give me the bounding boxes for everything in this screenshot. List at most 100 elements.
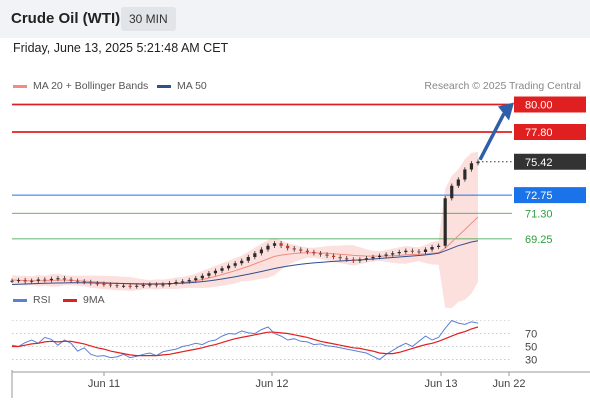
candle-body bbox=[358, 259, 362, 261]
credit-text: Research © 2025 Trading Central bbox=[424, 80, 581, 92]
candle-body bbox=[397, 252, 401, 254]
legend-9ma: 9MA bbox=[63, 294, 105, 306]
candle-body bbox=[161, 284, 165, 286]
level-label-71.30: 71.30 bbox=[525, 208, 553, 220]
candle-body bbox=[128, 285, 132, 287]
candle-body bbox=[371, 257, 375, 259]
timeframe-button[interactable]: 30 MIN bbox=[121, 7, 176, 31]
level-label-80.00: 80.00 bbox=[525, 100, 553, 112]
candle-body bbox=[404, 250, 408, 252]
candle-body bbox=[279, 243, 283, 246]
level-label-72.75: 72.75 bbox=[525, 190, 553, 202]
candle-body bbox=[338, 257, 342, 259]
candle-body bbox=[43, 279, 47, 281]
rsi-tick-70: 70 bbox=[525, 329, 537, 341]
candle-body bbox=[174, 282, 178, 284]
x-tick-label: Jun 11 bbox=[88, 378, 120, 390]
instrument-title: Crude Oil (WTI) bbox=[11, 10, 121, 27]
candle-body bbox=[16, 280, 21, 282]
candle-body bbox=[226, 265, 231, 269]
legend-9ma-label: 9MA bbox=[83, 294, 105, 306]
legend-ma50: MA 50 bbox=[157, 80, 207, 92]
candle-body bbox=[423, 249, 428, 252]
candle-body bbox=[443, 198, 447, 246]
candle-body bbox=[299, 249, 303, 251]
candle-body bbox=[220, 268, 224, 271]
candle-body bbox=[121, 285, 126, 287]
projection-arrow-head bbox=[498, 102, 514, 121]
candle-body bbox=[246, 257, 250, 261]
legend-rsi-label: RSI bbox=[33, 294, 51, 306]
ma20-line bbox=[12, 216, 479, 285]
candle-body bbox=[233, 263, 237, 266]
candle-body bbox=[476, 161, 480, 164]
level-tag-75.42 bbox=[514, 153, 586, 170]
candle-body bbox=[325, 254, 329, 256]
candle-body bbox=[463, 169, 467, 180]
candle-body bbox=[417, 251, 421, 253]
level-tag-80.00 bbox=[514, 96, 586, 113]
candle-body bbox=[305, 250, 309, 252]
rsi-tick-50: 50 bbox=[525, 342, 537, 354]
candle-body bbox=[115, 285, 119, 287]
candle-body bbox=[286, 245, 290, 249]
candle-body bbox=[56, 278, 60, 280]
legend-ma20-label: MA 20 + Bollinger Bands bbox=[33, 80, 149, 92]
candle-body bbox=[207, 273, 211, 276]
candle-body bbox=[200, 275, 204, 279]
candle-body bbox=[108, 284, 113, 286]
chart-header: Crude Oil (WTI) 30 MIN bbox=[0, 0, 590, 38]
rsi-tick-30: 30 bbox=[525, 355, 537, 367]
candle-body bbox=[49, 278, 53, 281]
candle-body bbox=[213, 270, 218, 274]
timestamp: Friday, June 13, 2025 5:21:48 AM CET bbox=[13, 41, 229, 55]
candle-body bbox=[82, 281, 86, 283]
legend-rsi-swatch bbox=[13, 298, 27, 302]
candle-body bbox=[69, 279, 73, 281]
candle-body bbox=[181, 281, 185, 283]
candle-body bbox=[469, 163, 474, 170]
candle-body bbox=[410, 250, 414, 252]
candle-body bbox=[36, 279, 40, 281]
level-label-75.42: 75.42 bbox=[525, 157, 553, 169]
candle-body bbox=[292, 248, 296, 250]
candle-body bbox=[437, 245, 441, 247]
level-label-77.80: 77.80 bbox=[525, 127, 553, 139]
candle-body bbox=[154, 284, 158, 286]
legend-9ma-swatch bbox=[63, 298, 77, 302]
candle-body bbox=[187, 280, 191, 282]
candle-body bbox=[450, 185, 454, 199]
candle-body bbox=[89, 282, 93, 284]
candle-body bbox=[10, 280, 14, 282]
rsi-9ma-line bbox=[12, 326, 479, 357]
candle-body bbox=[391, 253, 395, 255]
candle-body bbox=[332, 255, 336, 257]
candle-body bbox=[345, 258, 349, 260]
candle-body bbox=[351, 259, 355, 261]
x-tick-label: Jun 13 bbox=[424, 378, 457, 390]
candle-body bbox=[194, 278, 198, 281]
x-tick-label: Jun 22 bbox=[492, 378, 525, 390]
candle-body bbox=[272, 243, 277, 246]
candle-body bbox=[30, 280, 34, 282]
level-label-69.25: 69.25 bbox=[525, 234, 553, 246]
candle-body bbox=[240, 260, 244, 264]
candle-body bbox=[318, 253, 323, 255]
candle-body bbox=[141, 285, 145, 287]
bollinger-band bbox=[12, 151, 478, 309]
projection-arrow-shaft bbox=[478, 112, 506, 161]
candle-body bbox=[76, 280, 80, 282]
candle-body bbox=[377, 255, 382, 257]
candle-body bbox=[95, 283, 99, 285]
legend-ma20-swatch bbox=[13, 84, 27, 88]
candle-body bbox=[456, 179, 460, 186]
candle-body bbox=[259, 249, 264, 254]
rsi-line bbox=[11, 319, 479, 361]
candle-body bbox=[312, 252, 316, 254]
candle-body bbox=[148, 284, 152, 286]
x-tick-label: Jun 12 bbox=[255, 378, 288, 390]
level-tag-77.80 bbox=[514, 124, 586, 140]
candle-body bbox=[266, 245, 270, 250]
legend-ma50-label: MA 50 bbox=[177, 80, 207, 92]
